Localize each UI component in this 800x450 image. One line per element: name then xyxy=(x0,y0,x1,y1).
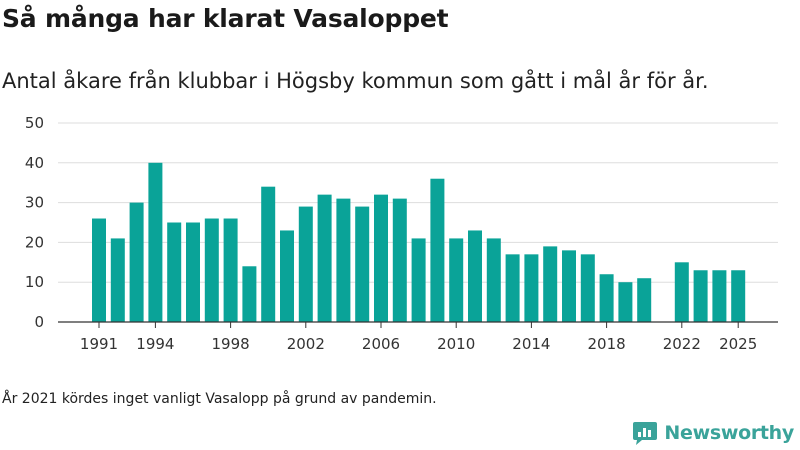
x-tick-label: 2010 xyxy=(437,335,475,353)
x-tick-label: 2014 xyxy=(512,335,550,353)
bar-2004 xyxy=(336,198,351,322)
newsworthy-logo[interactable]: Newsworthy xyxy=(632,420,794,446)
bar-2005 xyxy=(355,206,370,322)
y-tick-label: 30 xyxy=(25,194,44,212)
bar-2009 xyxy=(430,178,445,322)
bar-2001 xyxy=(280,230,294,322)
bar-2013 xyxy=(505,254,520,322)
bar-1991 xyxy=(92,218,106,322)
y-tick-label: 20 xyxy=(25,233,44,251)
chart-title: Så många har klarat Vasaloppet xyxy=(2,4,449,33)
bar-2017 xyxy=(580,254,595,322)
bar-2010 xyxy=(449,238,464,322)
bar-2011 xyxy=(468,230,482,322)
y-tick-label: 0 xyxy=(34,313,44,331)
bar-2000 xyxy=(261,186,276,322)
bar-1993 xyxy=(129,202,144,322)
x-tick-label: 2025 xyxy=(719,335,757,353)
chart-subtitle: Antal åkare från klubbar i Högsby kommun… xyxy=(2,69,709,93)
y-tick-label: 50 xyxy=(25,114,44,132)
x-tick-label: 1994 xyxy=(136,335,174,353)
y-tick-label: 40 xyxy=(25,154,44,172)
bar-chart: 0 10 20 30 40 50 1991 1994 1998 2002 2006 2010 2014… xyxy=(25,114,778,353)
bar-2002 xyxy=(298,206,313,322)
bar-2020 xyxy=(637,278,652,322)
bar-2003 xyxy=(317,194,332,322)
x-tick-label: 1991 xyxy=(80,335,118,353)
x-axis xyxy=(58,321,778,328)
bars xyxy=(92,162,746,322)
x-tick-label: 2022 xyxy=(663,335,701,353)
bar-1992 xyxy=(110,238,125,322)
footnote: År 2021 kördes inget vanligt Vasalopp på… xyxy=(2,391,437,407)
y-tick-labels: 0 10 20 30 40 50 xyxy=(25,114,44,331)
bar-2007 xyxy=(392,198,407,322)
bar-2015 xyxy=(543,246,558,322)
bar-1994 xyxy=(148,162,163,322)
bar-2022 xyxy=(674,262,689,322)
bar-2016 xyxy=(562,250,576,322)
bar-1998 xyxy=(223,218,238,322)
y-tick-label: 10 xyxy=(25,273,44,291)
bar-1999 xyxy=(242,266,257,322)
x-tick-labels: 1991 1994 1998 2002 2006 2010 2014 2018 2022 2025 xyxy=(80,335,757,353)
x-tick-label: 2006 xyxy=(362,335,400,353)
bar-2008 xyxy=(411,238,426,322)
bar-2023 xyxy=(693,270,708,322)
x-tick-label: 2002 xyxy=(287,335,325,353)
bar-2006 xyxy=(374,194,388,322)
bar-1996 xyxy=(186,222,200,322)
brand-name: Newsworthy xyxy=(664,422,794,444)
bar-2025 xyxy=(731,270,746,322)
bar-1995 xyxy=(167,222,182,322)
bar-1997 xyxy=(204,218,219,322)
bar-2014 xyxy=(524,254,539,322)
bar-2019 xyxy=(618,282,633,322)
bar-2018 xyxy=(599,274,614,322)
bar-2012 xyxy=(486,238,501,322)
bar-2024 xyxy=(712,270,727,322)
x-tick-label: 2018 xyxy=(588,335,626,353)
newsworthy-logo-icon xyxy=(633,422,658,445)
x-tick-label: 1998 xyxy=(212,335,250,353)
